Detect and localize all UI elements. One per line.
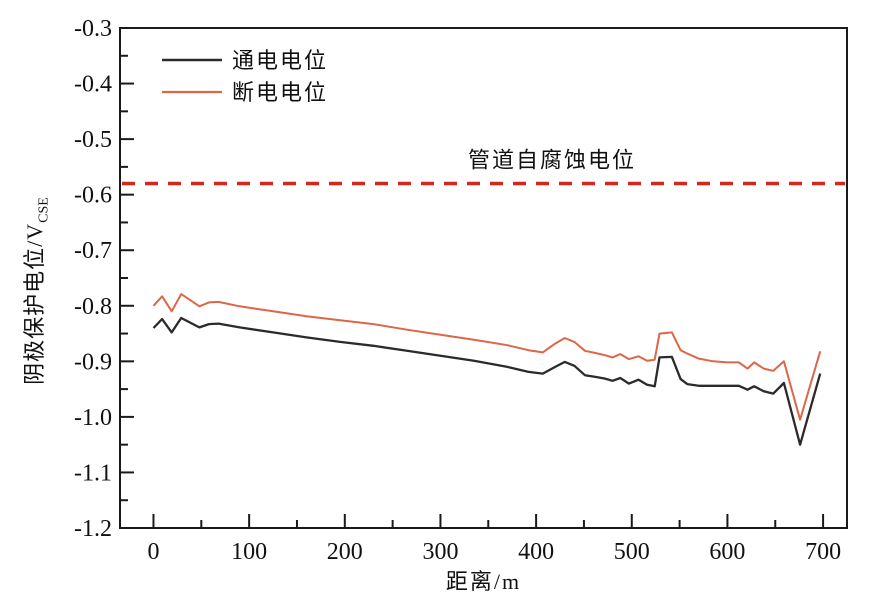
on-potential-line (152, 316, 822, 446)
y-tick-label: -0.6 (74, 183, 112, 209)
x-tick-label: 200 (327, 539, 363, 565)
y-axis-title-text: 阴极保护电位/V (22, 222, 47, 385)
x-tick-label: 700 (805, 539, 841, 565)
y-tick-label: -0.3 (74, 16, 112, 42)
legend-label: 通电电位 (232, 48, 328, 73)
y-tick-label: -0.4 (74, 72, 112, 98)
y-tick-label: -1.2 (74, 516, 112, 542)
y-axis-title: 阴极保护电位/VCSE (17, 121, 51, 461)
y-tick-label: -0.5 (74, 127, 112, 153)
x-tick-label: 400 (518, 539, 554, 565)
y-axis-title-subscript: CSE (36, 197, 52, 223)
x-tick-label: 600 (709, 539, 745, 565)
x-tick-label: 0 (147, 539, 159, 565)
x-tick-label: 100 (231, 539, 267, 565)
y-tick-label: -1.0 (74, 405, 112, 431)
y-tick-label: -1.1 (74, 460, 112, 486)
refline-label: 管道自腐蚀电位 (468, 148, 636, 173)
x-tick-label: 300 (422, 539, 458, 565)
legend-label: 断电电位 (232, 80, 328, 105)
x-axis-title: 距离/m (445, 569, 522, 594)
y-tick-label: -0.9 (74, 349, 112, 375)
y-tick-label: -0.7 (74, 238, 112, 264)
x-tick-label: 500 (614, 539, 650, 565)
plot-frame (119, 27, 848, 529)
y-tick-label: -0.8 (74, 294, 112, 320)
off-potential-line (152, 293, 822, 421)
